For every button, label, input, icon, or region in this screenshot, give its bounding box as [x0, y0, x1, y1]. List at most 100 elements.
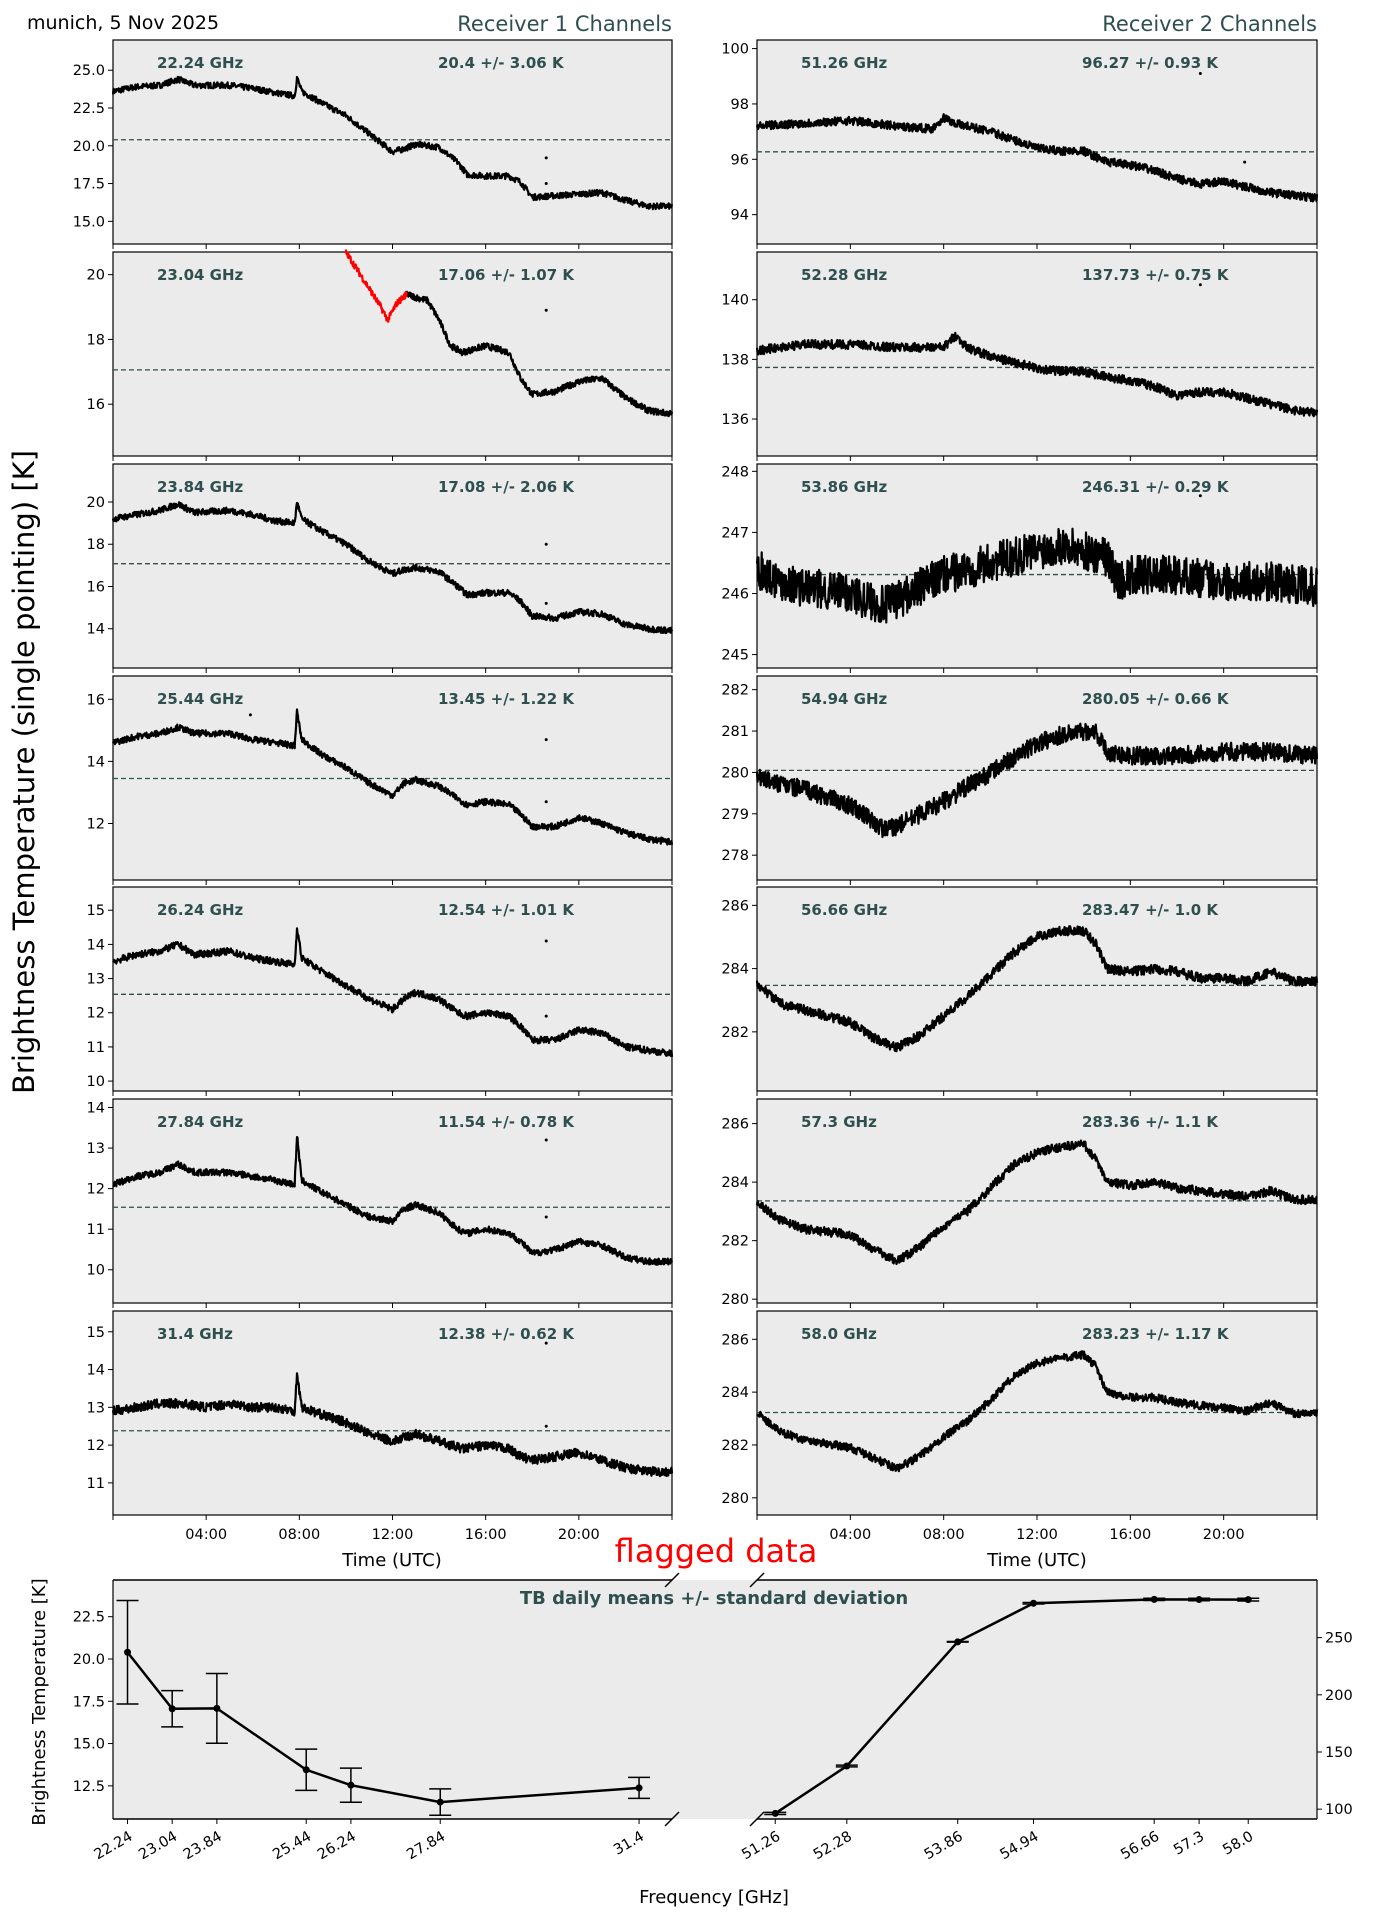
data-trace: [111, 708, 674, 846]
plot-area: [756, 675, 1318, 881]
y-tick-label: 140: [721, 293, 749, 309]
plot-area: [112, 463, 673, 669]
y-tick-label: 282: [721, 1025, 749, 1041]
outlier-point: [544, 182, 548, 186]
y-tick-label: 10: [87, 1074, 105, 1090]
data-trace: [755, 1139, 1318, 1266]
y-tick-label: 12.5: [73, 1779, 105, 1795]
y-tick-label: 286: [721, 1332, 749, 1348]
y-tick-label: 136: [721, 412, 749, 428]
channel-frequency-label: 26.24 GHz: [157, 901, 244, 919]
y-tick-label: 280: [721, 1491, 749, 1507]
y-tick-label: 25.0: [73, 63, 105, 79]
outlier-point: [544, 1341, 548, 1345]
channel-frequency-label: 56.66 GHz: [801, 901, 888, 919]
summary-plot-area: [113, 1580, 1317, 1819]
y-tick-label: 16: [87, 397, 105, 413]
channel-panel-54-94-GHz: 278 279 280 281 282 54.94 GHz 280.05 +/- 0.66 …: [721, 675, 1319, 885]
y-tick-label: 246: [721, 586, 749, 602]
y-tick-label: 12: [87, 1006, 105, 1022]
y-tick-label: 94: [731, 208, 749, 224]
y-tick-label: 20: [87, 268, 105, 284]
frequency-axis-label: Frequency [GHz]: [639, 1887, 789, 1908]
channel-panel-27-84-GHz: 10 11 12 13 14 27.84 GHz 11.54 +/- 0.78 K: [87, 1098, 674, 1308]
channel-mean-std-label: 283.47 +/- 1.0 K: [1082, 901, 1219, 919]
data-trace: [755, 113, 1319, 203]
y-tick-label: 13: [87, 1141, 105, 1157]
axis-break-mark: [664, 1572, 680, 1588]
outlier-point: [544, 308, 548, 312]
outlier-point: [1243, 160, 1247, 164]
channel-mean-std-label: 12.38 +/- 0.62 K: [438, 1325, 575, 1343]
data-trace: [755, 527, 1319, 624]
x-tick-label: 23.04: [136, 1829, 180, 1864]
y-tick-label: 18: [87, 537, 105, 553]
channel-mean-std-label: 96.27 +/- 0.93 K: [1082, 54, 1219, 72]
y-tick-label: 245: [721, 648, 749, 664]
y-tick-label: 14: [87, 622, 105, 638]
x-tick-label: 31.4: [611, 1829, 647, 1859]
data-trace: [756, 1350, 1319, 1473]
x-tick-label: 53.86: [922, 1829, 966, 1864]
plot-area: [112, 1310, 673, 1516]
channel-panel-23-84-GHz: 14 16 18 20 23.84 GHz 17.08 +/- 2.06 K: [87, 463, 674, 673]
y-tick-label: 13: [87, 1400, 105, 1416]
x-tick-label: 27.84: [404, 1829, 448, 1864]
receiver1-title: Receiver 1 Channels: [457, 12, 672, 36]
channel-mean-std-label: 283.36 +/- 1.1 K: [1082, 1113, 1219, 1131]
y-tick-label: 15.0: [73, 1737, 105, 1753]
y-tick-label: 284: [721, 1385, 749, 1401]
channel-panel-56-66-GHz: 282 284 286 56.66 GHz 283.47 +/- 1.0 K: [721, 886, 1319, 1096]
y-tick-label: 150: [1325, 1745, 1353, 1761]
y-tick-label: 16: [87, 692, 105, 708]
channel-panel-25-44-GHz: 12 14 16 25.44 GHz 13.45 +/- 1.22 K: [87, 675, 674, 885]
plot-area: [756, 463, 1318, 669]
data-trace: [112, 1136, 674, 1266]
x-tick-label: 22.24: [92, 1829, 136, 1864]
y-tick-label: 14: [87, 1363, 105, 1379]
y-tick-label: 286: [721, 1117, 749, 1133]
outlier-point: [1198, 494, 1202, 498]
channel-mean-std-label: 12.54 +/- 1.01 K: [438, 901, 575, 919]
y-tick-label: 11: [87, 1222, 105, 1238]
channel-panel-26-24-GHz: 10 11 12 13 14 15 26.24 GHz 12.54 +/- 1.01 K: [87, 886, 674, 1096]
outlier-point: [248, 713, 252, 717]
channel-frequency-label: 27.84 GHz: [157, 1113, 244, 1131]
y-tick-label: 12: [87, 1438, 105, 1454]
plot-area: [112, 886, 673, 1092]
channel-panel-23-04-GHz: 16 18 20 23.04 GHz 17.06 +/- 1.07 K: [87, 249, 674, 461]
y-tick-label: 20.0: [73, 139, 105, 155]
y-tick-label: 10: [87, 1263, 105, 1279]
x-tick-label: 52.28: [811, 1829, 855, 1864]
y-tick-label: 13: [87, 972, 105, 988]
data-trace: [111, 75, 674, 211]
main-y-axis-label: Brightness Temperature (single pointing)…: [7, 450, 41, 1094]
y-tick-label: 278: [721, 848, 749, 864]
outlier-point: [544, 156, 548, 160]
channel-panel-51-26-GHz: 94 96 98 100 51.26 GHz 96.27 +/- 0.93 K: [721, 39, 1319, 249]
y-tick-label: 280: [721, 1292, 749, 1308]
data-trace: [112, 927, 674, 1058]
y-tick-label: 200: [1325, 1688, 1353, 1704]
y-tick-label: 17.5: [73, 177, 105, 193]
y-tick-label: 11: [87, 1476, 105, 1492]
data-trace: [755, 331, 1319, 418]
y-tick-label: 284: [721, 962, 749, 978]
x-tick-label: 54.94: [998, 1829, 1042, 1864]
x-tick-label: 12:00: [1016, 1527, 1058, 1543]
channel-frequency-label: 23.04 GHz: [157, 266, 244, 284]
channel-frequency-label: 54.94 GHz: [801, 690, 888, 708]
y-tick-label: 14: [87, 937, 105, 953]
channel-frequency-label: 25.44 GHz: [157, 690, 244, 708]
axis-break-mark: [749, 1572, 765, 1588]
plot-area: [112, 1098, 673, 1304]
y-tick-label: 22.5: [73, 101, 105, 117]
channel-frequency-label: 22.24 GHz: [157, 54, 244, 72]
y-tick-label: 282: [721, 683, 749, 699]
data-trace: [405, 290, 674, 418]
x-tick-label: 12:00: [372, 1527, 414, 1543]
x-tick-label: 08:00: [923, 1527, 965, 1543]
y-tick-label: 14: [87, 754, 105, 770]
receiver1-mean-line: [126, 1651, 640, 1804]
